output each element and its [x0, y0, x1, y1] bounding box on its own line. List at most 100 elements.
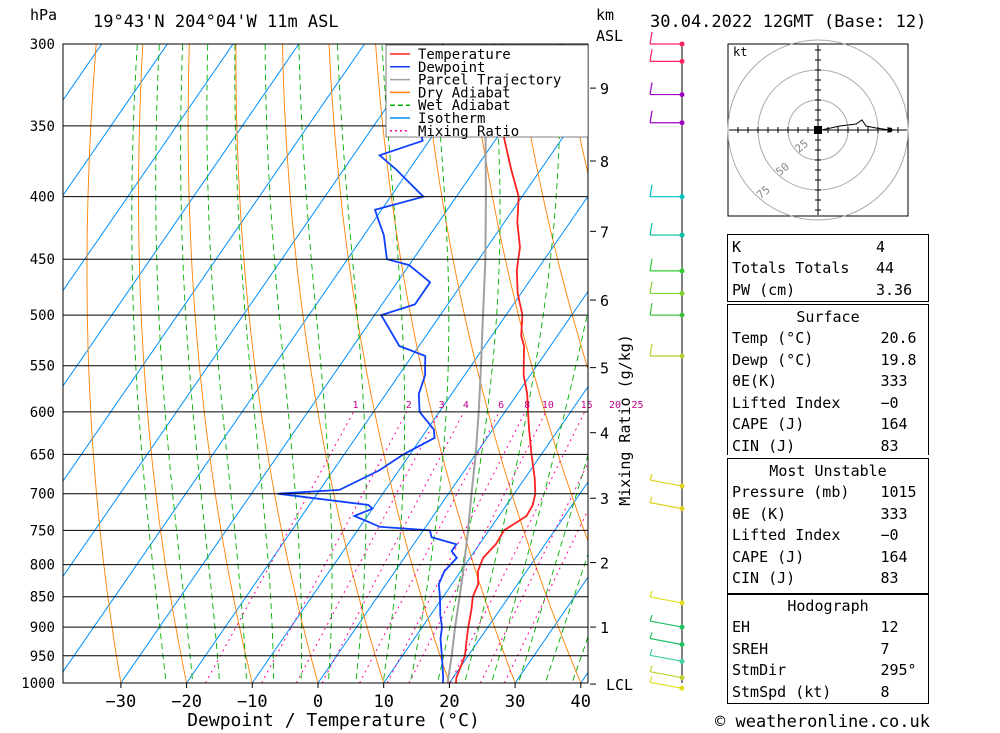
barb-shaft: [649, 620, 683, 628]
wind-barb: [649, 343, 685, 359]
pressure-label: 800: [30, 558, 55, 574]
barb-flag: [649, 632, 653, 639]
most-unstable-table: Most Unstable Pressure (mb) 1015 θE (K) 33…: [728, 460, 928, 589]
mu-label: CIN (J): [732, 569, 796, 588]
dry-adiabat-line: [468, 44, 588, 543]
pressure-label: 700: [30, 487, 55, 503]
surface-row: θE(K) 333: [728, 371, 928, 393]
index-value: 3.36: [876, 280, 913, 299]
mu-row: CIN (J) 83: [728, 568, 928, 590]
hodo-label: StmDir: [732, 661, 787, 680]
most-unstable-title: Most Unstable: [769, 461, 887, 480]
hodo-row: EH 12: [728, 617, 928, 639]
barb-flag: [649, 665, 653, 672]
mixing-ratio-label: 15: [581, 400, 593, 411]
surface-row: CIN (J) 83: [728, 435, 928, 457]
wet-adiabat-line: [409, 44, 450, 683]
surface-label: Dewp (°C): [732, 350, 814, 369]
barb-dot: [679, 290, 685, 296]
surface-table: Surface Temp (°C) 20.6 Dewp (°C) 19.8 θE(K…: [728, 306, 928, 457]
dry-adiabat-line: [421, 44, 582, 683]
dry-adiabat-line: [921, 7, 1000, 709]
isotherm-line: [63, 44, 300, 387]
surface-row: CAPE (J) 164: [728, 414, 928, 436]
x-tick-label: −30: [106, 692, 137, 712]
surface-value: 164: [880, 415, 908, 434]
hodograph-stats-table: Hodograph EH 12 SREH 7 StmDir 295° StmSpd (…: [728, 595, 928, 703]
isotherm-line: [63, 44, 168, 197]
barb-shaft: [649, 502, 683, 510]
legend-label: Dewpoint: [418, 60, 485, 76]
barb-flag: [649, 222, 653, 236]
isotherm-line: [383, 385, 588, 683]
mu-value: 164: [880, 547, 908, 566]
wind-barb: [649, 590, 685, 606]
isotherm-line: [317, 290, 588, 683]
x-tick-label: −10: [237, 692, 268, 712]
wind-barb: [649, 222, 685, 238]
wet-adiabat-line: [298, 44, 333, 683]
mixing-ratio-label: 10: [542, 400, 554, 411]
legend-label: Mixing Ratio: [418, 124, 519, 140]
barb-flag: [649, 649, 653, 656]
wind-barb: [649, 614, 685, 630]
wet-adiabat-line: [180, 44, 221, 683]
dry-adiabat-line: [375, 44, 516, 683]
barb-dot: [679, 658, 685, 664]
barb-flag: [649, 676, 653, 683]
series-dewpoint: [277, 44, 458, 683]
pressure-label: 450: [30, 252, 55, 268]
mixing-ratio-line: [359, 411, 500, 683]
isotherm-line: [251, 195, 588, 683]
mixing-ratio-label: 8: [524, 400, 530, 411]
most-unstable-box: Most Unstable Pressure (mb) 1015 θE (K) 33…: [727, 458, 929, 595]
wet-adiabat-line: [437, 44, 501, 683]
barb-flag: [649, 49, 653, 62]
hodo-row: StmSpd (kt) 8: [728, 681, 928, 703]
wind-barb: [649, 110, 685, 126]
pressure-label: 350: [30, 119, 55, 135]
wind-barb: [649, 632, 685, 647]
hodo-value: 12: [880, 618, 899, 637]
mu-row: θE (K) 333: [728, 503, 928, 525]
pressure-label: 500: [30, 308, 55, 324]
surface-value: 20.6: [880, 329, 917, 348]
pressure-label: 300: [30, 37, 55, 53]
x-tick-label: 40: [571, 692, 591, 712]
plot-frame: [62, 43, 589, 684]
barb-shaft: [649, 596, 683, 604]
pressure-label: 650: [30, 447, 55, 463]
mixing-ratio-axis-label: Mixing Ratio (g/kg): [616, 334, 634, 506]
mixing-ratio-line: [449, 411, 586, 683]
pressure-label: 1000: [21, 676, 55, 692]
wind-barb: [649, 649, 685, 664]
surface-row: Lifted Index −0: [728, 392, 928, 414]
wet-adiabat-line: [544, 552, 588, 683]
dry-adiabat-line: [86, 44, 122, 683]
km-tick-label: 5: [600, 360, 609, 378]
wet-adiabat-line: [571, 635, 588, 683]
km-tick-label: 1: [600, 619, 609, 637]
mu-value: 333: [880, 504, 908, 523]
km-tick-label: LCL: [606, 676, 633, 694]
barb-dot: [679, 600, 685, 606]
wind-barb: [649, 184, 685, 200]
hodo-label: StmSpd (kt): [732, 682, 832, 701]
mixing-ratio-line: [503, 509, 588, 683]
barb-flag: [649, 110, 653, 123]
wet-adiabat-line: [518, 453, 588, 683]
surface-value: −0: [880, 393, 899, 412]
hodo-value: 8: [880, 682, 890, 701]
index-value: 44: [876, 259, 895, 278]
hodograph-end-point: [887, 127, 893, 133]
hodograph-trace: [817, 119, 891, 132]
barb-flag: [649, 473, 653, 481]
barb-dot: [679, 624, 685, 630]
credit-link[interactable]: © weatheronline.co.uk: [715, 712, 930, 732]
barb-dot: [679, 232, 685, 238]
mixing-ratio-label: 1: [352, 400, 358, 411]
hodograph-ring-label: 75: [754, 183, 773, 201]
legend-label: Parcel Trajectory: [418, 73, 561, 89]
x-tick-label: −20: [171, 692, 202, 712]
